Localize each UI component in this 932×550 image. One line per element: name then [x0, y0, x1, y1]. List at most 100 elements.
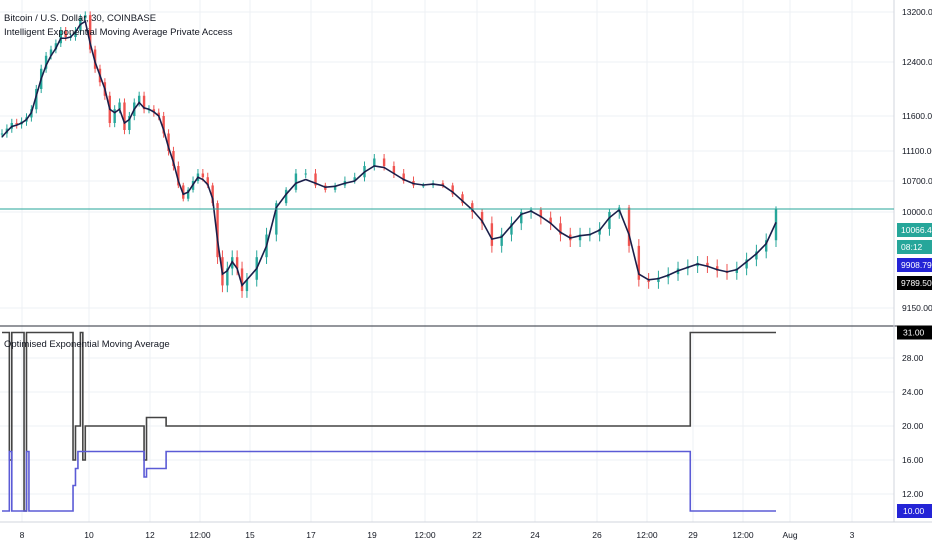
- price-axis-tick-label: 12400.00: [902, 57, 932, 67]
- candle-body: [64, 30, 67, 37]
- candle-body: [765, 240, 768, 252]
- price-axis-badge: 10066.40: [897, 223, 932, 237]
- candle-body: [172, 151, 175, 166]
- candle-body: [49, 49, 53, 56]
- time-axis-tick-label: 12:00: [636, 530, 658, 540]
- candle-body: [44, 55, 48, 69]
- candle-body: [373, 158, 376, 166]
- price-axis-badge-bg: [897, 223, 932, 237]
- price-axis-tick-label: 11100.00: [902, 146, 932, 156]
- candle-body: [54, 43, 58, 50]
- time-axis-tick-label: 17: [306, 530, 316, 540]
- indicator-axis-tick-label: 28.00: [902, 353, 924, 363]
- indicator-title: Intelligent Exponential Moving Average P…: [4, 27, 233, 38]
- candle-body: [461, 194, 464, 204]
- candle-body: [211, 185, 214, 204]
- candle-body: [226, 268, 229, 286]
- candle-body: [333, 185, 337, 190]
- time-axis-tick-label: 15: [245, 530, 255, 540]
- candle-body: [118, 102, 121, 110]
- time-axis-tick-label: 19: [367, 530, 377, 540]
- indicator-axis-badge-bg: [897, 504, 932, 518]
- candle-body: [578, 234, 582, 241]
- price-axis-tick-label: 10700.00: [902, 176, 932, 186]
- candle-body: [471, 203, 474, 212]
- price-axis-tick-label: 11600.00: [902, 111, 932, 121]
- candles: [0, 11, 778, 298]
- price-axis-badge-label: 9789.50: [901, 278, 932, 288]
- candle-body: [735, 268, 739, 273]
- indicator-axis-badge: 31.00: [897, 325, 932, 340]
- indicator-axis-badge-label: 10.00: [903, 506, 925, 516]
- candle-body: [598, 228, 601, 235]
- grid-lines: [0, 0, 894, 522]
- time-axis-tick-label: Aug: [782, 530, 797, 540]
- candle-body: [559, 223, 562, 235]
- indicator-axis-tick-label: 24.00: [902, 387, 924, 397]
- candle-body: [142, 95, 146, 110]
- candle-body: [59, 30, 62, 44]
- candle-body: [441, 183, 445, 186]
- time-axis-tick-label: 29: [688, 530, 698, 540]
- candle-body: [275, 203, 278, 235]
- candle-body: [314, 173, 317, 186]
- candle-body: [167, 133, 170, 151]
- candle-body: [84, 15, 87, 19]
- candle-body: [235, 257, 239, 269]
- indicator-axis-badge-label: 31.00: [903, 328, 925, 338]
- price-axis-tick-label: 13200.00: [902, 7, 932, 17]
- candle-body: [500, 234, 503, 246]
- time-axis-tick-label: 3: [850, 530, 855, 540]
- lower-pane-title: Optimised Exponential Moving Average: [4, 339, 170, 350]
- time-axis-tick-label: 26: [592, 530, 602, 540]
- candle-body: [137, 95, 141, 103]
- candle-body: [608, 212, 611, 229]
- candle-body: [520, 212, 523, 224]
- candle-body: [245, 279, 249, 292]
- candle-body: [480, 212, 484, 224]
- price-axis-badge-label: 08:12: [901, 242, 923, 252]
- time-axis-tick-label: 24: [530, 530, 540, 540]
- candle-body: [186, 189, 190, 199]
- price-axis-badge-bg: [897, 276, 932, 290]
- candle-body: [0, 133, 4, 135]
- candle-body: [539, 209, 543, 218]
- candle-body: [392, 166, 396, 174]
- indicator-axis-badge: 10.00: [897, 504, 932, 518]
- candle-body: [637, 245, 641, 280]
- candle-body: [113, 109, 116, 123]
- indicator-line-blue: [2, 450, 776, 512]
- candle-body: [157, 112, 160, 116]
- time-axis-tick-label: 12:00: [732, 530, 754, 540]
- price-axis-badge: 9908.79: [897, 258, 932, 272]
- indicator-axis-tick-label: 12.00: [902, 489, 924, 499]
- price-axis-tick-label: 9150.00: [902, 303, 932, 313]
- candle-body: [304, 173, 307, 175]
- candle-body: [201, 173, 205, 178]
- candle-body: [382, 158, 386, 166]
- candle-body: [240, 268, 244, 292]
- indicator-line-black: [2, 331, 776, 512]
- time-axis-tick-label: 8: [20, 530, 25, 540]
- price-axis-badge: 08:12: [897, 240, 932, 254]
- candle-body: [74, 30, 77, 37]
- candle-body: [123, 102, 126, 130]
- candle-body: [177, 166, 180, 186]
- candle-body: [647, 279, 650, 283]
- candle-body: [88, 15, 92, 50]
- candle-body: [490, 223, 494, 246]
- time-axis-tick-label: 12:00: [414, 530, 436, 540]
- time-axis-tick-label: 10: [84, 530, 94, 540]
- candle-body: [294, 173, 298, 190]
- time-axis-tick-label: 12: [145, 530, 155, 540]
- candle-body: [657, 277, 660, 283]
- indicator-axis-badge-bg: [897, 325, 932, 340]
- candle-body: [35, 89, 38, 110]
- candle-body: [353, 177, 356, 181]
- candle-body: [402, 173, 405, 181]
- price-axis-tick-label: 10000.00: [902, 207, 932, 217]
- indicator-axis-tick-label: 16.00: [902, 455, 924, 465]
- price-axis-badge-bg: [897, 258, 932, 272]
- price-axis-badge-label: 10066.40: [901, 225, 932, 235]
